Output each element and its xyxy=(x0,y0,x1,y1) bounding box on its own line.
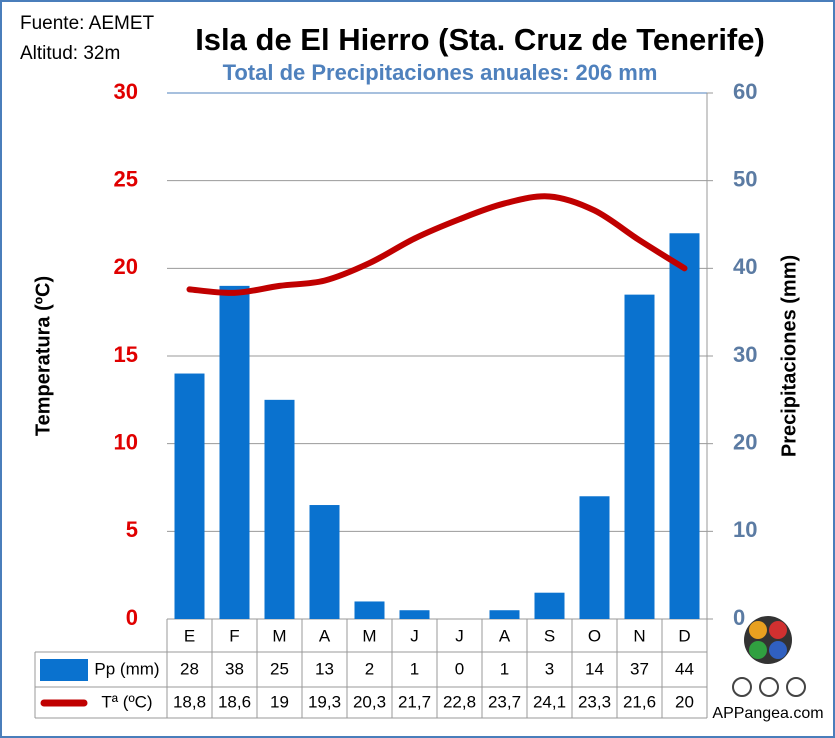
y2-tick-label: 0 xyxy=(733,605,745,630)
bar xyxy=(669,233,700,619)
bar xyxy=(219,285,250,619)
y-tick-label: 30 xyxy=(114,79,138,104)
table-value: 25 xyxy=(270,659,289,678)
logo xyxy=(732,616,806,697)
x-tick-label: J xyxy=(455,626,464,645)
table-value: 23,3 xyxy=(578,692,611,711)
x-tick-label: E xyxy=(184,626,195,645)
x-tick-label: A xyxy=(499,626,511,645)
table-value: 19 xyxy=(270,692,289,711)
table-value: 13 xyxy=(315,659,334,678)
y-tick-label: 15 xyxy=(114,342,138,367)
source: Fuente: AEMET xyxy=(20,13,155,34)
x-tick-label: M xyxy=(362,626,376,645)
y-tick-label: 25 xyxy=(114,166,138,191)
bar xyxy=(624,294,655,619)
y-tick-label: 20 xyxy=(114,254,138,279)
x-tick-label: S xyxy=(544,626,555,645)
bar xyxy=(174,373,205,619)
legend-swatch-bar xyxy=(40,659,88,681)
y2-tick-label: 40 xyxy=(733,254,757,279)
temperature-line xyxy=(186,193,688,296)
y2-tick-label: 30 xyxy=(733,342,757,367)
x-tick-label: F xyxy=(229,626,239,645)
y2-tick-label: 60 xyxy=(733,79,757,104)
x-tick-label: D xyxy=(678,626,690,645)
table-value: 20,3 xyxy=(353,692,386,711)
credit: APPangea.com xyxy=(712,705,823,722)
legend-label: Pp (mm) xyxy=(94,659,159,678)
bar xyxy=(489,610,520,619)
y-axis-label: Temperatura (ºC) xyxy=(32,276,54,436)
table-value: 18,6 xyxy=(218,692,251,711)
table-value: 37 xyxy=(630,659,649,678)
table-value: 24,1 xyxy=(533,692,566,711)
table-value: 23,7 xyxy=(488,692,521,711)
table-value: 18,8 xyxy=(173,692,206,711)
y-tick-label: 5 xyxy=(126,517,138,542)
table-value: 1 xyxy=(410,659,419,678)
x-tick-label: A xyxy=(319,626,331,645)
bar xyxy=(399,610,430,619)
table-value: 14 xyxy=(585,659,604,678)
table-value: 21,6 xyxy=(623,692,656,711)
table-value: 28 xyxy=(180,659,199,678)
table-value: 1 xyxy=(500,659,509,678)
table-value: 22,8 xyxy=(443,692,476,711)
table-value: 38 xyxy=(225,659,244,678)
x-tick-label: J xyxy=(410,626,419,645)
x-tick-label: O xyxy=(588,626,601,645)
y2-tick-label: 10 xyxy=(733,517,757,542)
table-value: 19,3 xyxy=(308,692,341,711)
bar xyxy=(534,592,565,619)
table-value: 3 xyxy=(545,659,554,678)
legend-label: Tª (ºC) xyxy=(101,692,152,711)
table-value: 0 xyxy=(455,659,464,678)
x-tick-label: M xyxy=(272,626,286,645)
bar xyxy=(354,601,385,619)
altitude: Altitud: 32m xyxy=(20,43,120,64)
bar xyxy=(579,496,610,619)
table-value: 2 xyxy=(365,659,374,678)
x-tick-label: N xyxy=(633,626,645,645)
table-value: 20 xyxy=(675,692,694,711)
y2-tick-label: 20 xyxy=(733,429,757,454)
table-value: 21,7 xyxy=(398,692,431,711)
y-tick-label: 10 xyxy=(114,429,138,454)
y-tick-label: 0 xyxy=(126,605,138,630)
y2-axis-label: Precipitaciones (mm) xyxy=(778,255,800,457)
table-value: 44 xyxy=(675,659,694,678)
bar xyxy=(309,505,340,619)
chart-title: Isla de El Hierro (Sta. Cruz de Tenerife… xyxy=(195,22,765,57)
y2-tick-label: 50 xyxy=(733,166,757,191)
bar xyxy=(264,399,295,619)
chart-subtitle: Total de Precipitaciones anuales: 206 mm xyxy=(223,60,658,85)
